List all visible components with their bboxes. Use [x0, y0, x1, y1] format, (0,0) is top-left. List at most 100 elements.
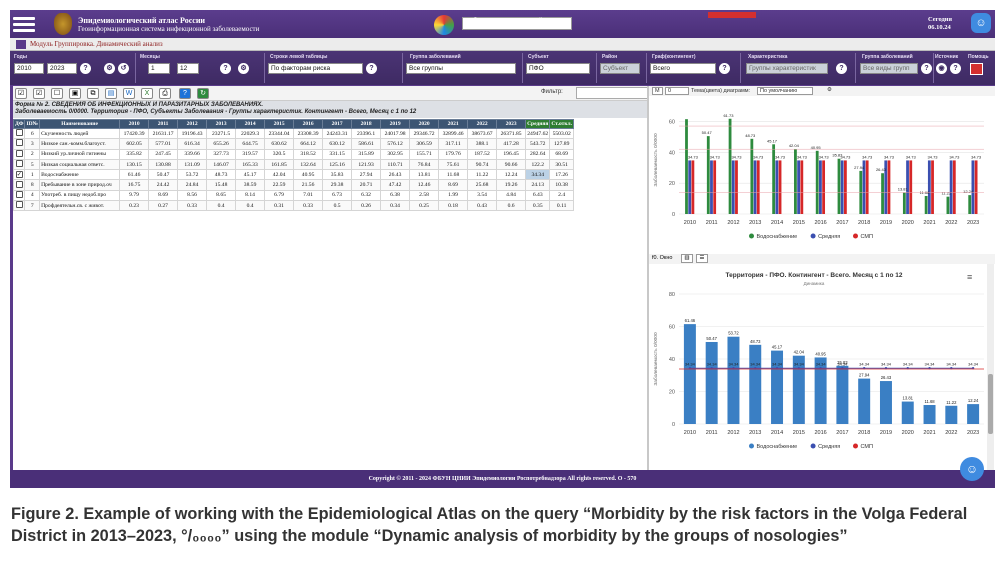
- age-select[interactable]: Всего: [650, 63, 716, 74]
- row-checkbox[interactable]: [15, 201, 23, 209]
- column-header[interactable]: 2023: [496, 119, 527, 129]
- row-checkbox[interactable]: ✓: [15, 171, 23, 179]
- uncheck-icon[interactable]: ☐: [51, 88, 63, 99]
- year-reset-icon[interactable]: ↺: [118, 63, 129, 74]
- row-checkbox[interactable]: [15, 180, 23, 188]
- groups-select[interactable]: Все виды групп: [860, 63, 918, 74]
- table-row[interactable]: 7 Профдеятельн.св. с живот. 0.23 0.27 0.33 0.…: [12, 200, 574, 212]
- year-options-icon[interactable]: ⚙: [104, 63, 115, 74]
- chart2-tab[interactable]: f0. Окно: [652, 255, 673, 261]
- rows-help-icon[interactable]: ?: [366, 63, 377, 74]
- column-header[interactable]: 2015: [264, 119, 295, 129]
- row-checkbox[interactable]: [15, 129, 23, 137]
- column-header[interactable]: Средняя: [525, 119, 551, 129]
- app-title: Эпидемиологический атлас России: [78, 16, 206, 25]
- column-header[interactable]: Наименование: [39, 119, 121, 129]
- age-help-icon[interactable]: ?: [719, 63, 730, 74]
- characteristic-help-icon[interactable]: ?: [836, 63, 847, 74]
- source-help-icon[interactable]: ?: [950, 63, 961, 74]
- user-icon[interactable]: ☺: [971, 13, 991, 33]
- table-row[interactable]: 2 Низкий ур.личной гигиены 335.82 247.45 339…: [12, 148, 574, 160]
- assistant-icon[interactable]: ☺: [960, 457, 984, 481]
- hamburger-menu-icon[interactable]: [13, 14, 35, 34]
- group-select[interactable]: Все группы: [406, 63, 516, 74]
- export-excel-icon[interactable]: X: [141, 88, 153, 99]
- check-selected-icon[interactable]: ☑: [33, 88, 45, 99]
- column-header[interactable]: Ст.откл.: [549, 119, 574, 129]
- year-to-select[interactable]: 2023: [47, 63, 77, 74]
- year-help-icon[interactable]: ?: [80, 63, 91, 74]
- table-cell: 17420.39: [119, 127, 150, 140]
- table-row[interactable]: 4 Употреб. в пищу недоб.про 9.79 8.69 8.56 8.…: [12, 189, 574, 202]
- table-row[interactable]: 3 Низкое сан.-комм.благоуст. 602.05 577.01 6…: [12, 138, 574, 150]
- export-doc-icon[interactable]: ▤: [105, 88, 117, 99]
- federal-district-select[interactable]: Выберите Федеральный округ: [462, 17, 572, 30]
- month-to-input[interactable]: 12: [177, 63, 199, 74]
- column-header[interactable]: 2017: [322, 119, 353, 129]
- table-cell: 25.68: [467, 179, 498, 191]
- level-select[interactable]: Субъект: [600, 63, 640, 74]
- column-header[interactable]: 2010: [119, 119, 150, 129]
- bar: [836, 365, 849, 424]
- source-label: Источник: [935, 54, 959, 60]
- table-row[interactable]: 6 Скученность людей 17420.39 21631.17 19196.…: [12, 127, 574, 140]
- table-row[interactable]: ✓ 1 Водоснабжение 61.46 50.47 53.72 48.73 45.17…: [12, 169, 574, 181]
- settings-icon[interactable]: ⚙: [827, 87, 832, 93]
- column-header[interactable]: ДФ: [12, 119, 26, 129]
- y-tick-label: 80: [669, 292, 675, 298]
- legend-label: Водоснабжение: [757, 444, 798, 450]
- bar-chart-icon[interactable]: ▥: [681, 254, 693, 263]
- bar: [727, 336, 740, 424]
- month-options-icon[interactable]: ⚙: [238, 63, 249, 74]
- table-cell: 0.5: [322, 200, 353, 212]
- groups-help-icon[interactable]: ?: [921, 63, 932, 74]
- theme-select[interactable]: По умолчанию: [757, 87, 813, 95]
- table-cell: 130.88: [148, 158, 179, 171]
- characteristic-select[interactable]: Группы характеристик: [746, 63, 828, 74]
- column-header[interactable]: 2020: [409, 119, 440, 129]
- row-checkbox[interactable]: [15, 190, 23, 198]
- column-header[interactable]: 2022: [467, 119, 498, 129]
- column-header[interactable]: 2019: [380, 119, 411, 129]
- rows-select[interactable]: По факторам риска: [268, 63, 363, 74]
- zero-select[interactable]: 0: [665, 87, 689, 95]
- source-icon[interactable]: ◉: [936, 63, 947, 74]
- filter-input[interactable]: [576, 87, 651, 99]
- year-from-select[interactable]: 2010: [14, 63, 44, 74]
- table-cell: 47.42: [380, 179, 411, 191]
- check-all-icon[interactable]: ☑: [15, 88, 27, 99]
- copy-icon[interactable]: ⧉: [87, 88, 99, 99]
- table-row[interactable]: 5 Низкая социальная ответс. 130.15 130.88 13…: [12, 158, 574, 171]
- column-header[interactable]: 2013: [206, 119, 237, 129]
- export-word-icon[interactable]: W: [123, 88, 135, 99]
- column-header[interactable]: 2016: [293, 119, 324, 129]
- data-label: 13.81: [898, 187, 909, 192]
- legend-marker: [810, 443, 816, 449]
- row-checkbox[interactable]: [15, 160, 23, 168]
- month-help-icon[interactable]: ?: [220, 63, 231, 74]
- refresh-icon[interactable]: ↻: [197, 88, 209, 99]
- column-header[interactable]: 2021: [438, 119, 469, 129]
- column-header[interactable]: 2011: [148, 119, 179, 129]
- column-header[interactable]: 2012: [177, 119, 208, 129]
- table-view-icon[interactable]: ☰: [696, 254, 708, 263]
- chart-scrollbar[interactable]: [987, 264, 994, 474]
- row-checkbox[interactable]: [15, 149, 23, 157]
- tab-m[interactable]: M: [652, 87, 663, 95]
- help-book-icon[interactable]: [970, 63, 983, 75]
- help-icon[interactable]: ?: [179, 88, 191, 99]
- column-header[interactable]: 2014: [235, 119, 266, 129]
- table-row[interactable]: 8 Пребывание в зоне природ.оч 16.75 24.42 24…: [12, 179, 574, 191]
- table-cell: 302.95: [380, 148, 411, 160]
- age-label: Граф(контингент): [652, 54, 696, 60]
- subject-select[interactable]: ПФО: [526, 63, 590, 74]
- month-from-input[interactable]: 1: [148, 63, 170, 74]
- form-title-line2: Заболеваемость 0/0000. Территория - ПФО,…: [15, 109, 417, 115]
- morbidity-table: ДФ ID№ Наименование 2010 2011 2012 2013 2014 201…: [12, 119, 574, 212]
- row-checkbox[interactable]: [15, 139, 23, 147]
- print-icon[interactable]: ⎙: [159, 88, 171, 99]
- column-header[interactable]: 2018: [351, 119, 382, 129]
- layout-icon[interactable]: ▣: [69, 88, 81, 99]
- column-header[interactable]: ID№: [24, 119, 41, 129]
- table-cell: 26.43: [380, 169, 411, 181]
